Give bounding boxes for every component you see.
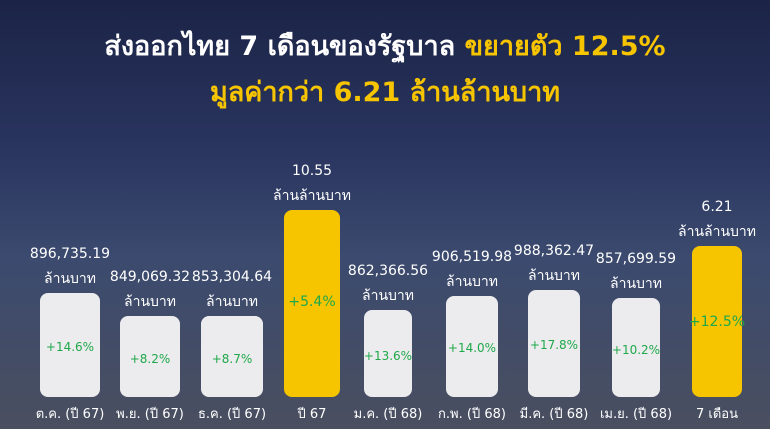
category-label: ธ.ค. (ปี 67)	[197, 407, 267, 422]
value-label: 6.21	[701, 199, 733, 215]
category-label: ม.ค. (ปี 68)	[353, 407, 423, 422]
growth-label: +8.2%	[129, 352, 171, 367]
unit-label: ล้านบาท	[446, 274, 498, 290]
category-label: ต.ค. (ปี 67)	[35, 407, 105, 422]
unit-label: ล้านบาท	[206, 294, 258, 310]
unit-label: ล้านบาท	[44, 271, 96, 287]
category-label: พ.ย. (ปี 67)	[116, 407, 184, 422]
growth-label: +8.7%	[211, 352, 253, 367]
growth-label: +10.2%	[611, 342, 661, 357]
category-label: มี.ค. (ปี 68)	[519, 407, 589, 422]
growth-label: +13.6%	[363, 349, 413, 364]
bar	[612, 298, 660, 397]
title-white: ส่งออกไทย 7 เดือนของรัฐบาล	[104, 31, 456, 62]
value-label: 853,304.64	[191, 269, 273, 285]
value-label: 849,069.32	[109, 269, 191, 285]
value-label: 857,699.59	[595, 251, 677, 267]
bar	[364, 310, 412, 397]
title-yellow: ขยายตัว 12.5%	[464, 31, 666, 62]
growth-label: +14.6%	[45, 339, 95, 354]
growth-label: +14.0%	[447, 341, 497, 356]
subtitle: มูลค่ากว่า 6.21 ล้านล้านบาท	[209, 77, 561, 108]
bar	[120, 316, 180, 397]
value-label: 896,735.19	[29, 246, 111, 262]
bar	[528, 290, 580, 397]
bar	[692, 246, 742, 397]
value-label: 988,362.47	[513, 243, 595, 259]
category-label: เม.ย. (ปี 68)	[599, 407, 673, 422]
unit-label: ล้านล้านบาท	[273, 188, 351, 204]
growth-label: +5.4%	[288, 294, 336, 311]
bar	[284, 210, 340, 397]
unit-label: ล้านบาท	[528, 268, 580, 284]
unit-label: ล้านบาท	[610, 276, 662, 292]
value-label: 862,366.56	[347, 263, 429, 279]
bar	[201, 316, 263, 397]
unit-label: ล้านบาท	[124, 294, 176, 310]
category-label: 7 เดือน	[696, 407, 738, 422]
category-label: ปี 67	[297, 407, 327, 422]
bar	[446, 296, 498, 397]
value-label: 906,519.98	[431, 249, 513, 265]
growth-label: +12.5%	[688, 313, 746, 330]
title: ส่งออกไทย 7 เดือนของรัฐบาล ขยายตัว 12.5%	[0, 24, 770, 67]
unit-label: ล้านบาท	[362, 288, 414, 304]
category-label: ก.พ. (ปี 68)	[438, 407, 506, 422]
growth-label: +17.8%	[529, 338, 579, 353]
bar	[40, 293, 100, 397]
value-label: 10.55	[291, 163, 333, 179]
unit-label: ล้านล้านบาท	[678, 224, 756, 240]
